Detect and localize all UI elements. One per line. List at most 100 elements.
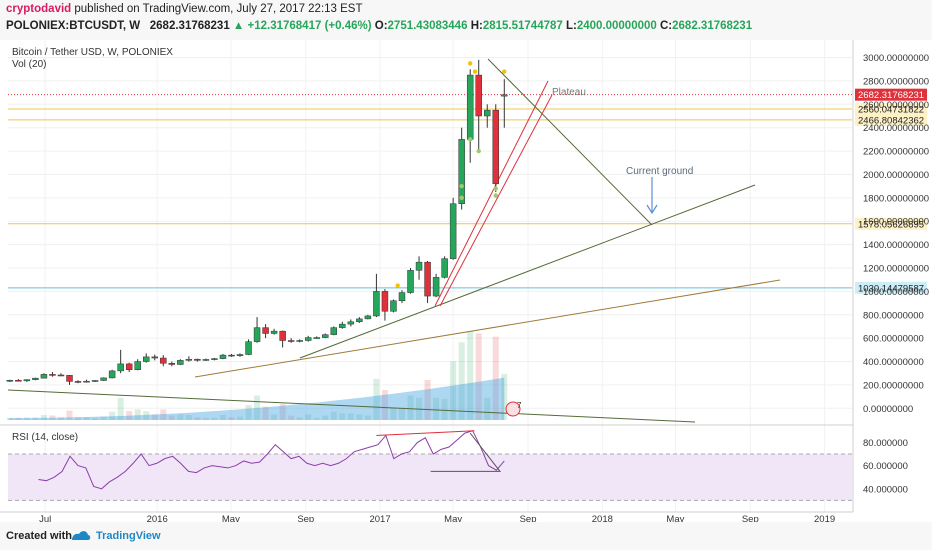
volume-histogram: [6, 331, 508, 420]
volume-bar: [160, 409, 167, 420]
rsi-divergence-line: [376, 430, 475, 436]
volume-bar: [143, 411, 150, 420]
candle-body: [211, 358, 218, 360]
x-tick-label: May: [666, 514, 684, 522]
author-name[interactable]: cryptodavid: [6, 3, 72, 15]
volume-area: [8, 377, 505, 420]
rsi-tick-label: 40.000000: [863, 484, 908, 495]
volume-bar: [322, 415, 329, 420]
x-tick-label: 2019: [814, 514, 835, 522]
price-level-tag: [855, 88, 927, 101]
signal-dot: [493, 193, 498, 198]
signal-dot: [472, 69, 478, 74]
chart-area[interactable]: 2682.31768231 2560.04731822 2466.80842362 1…: [0, 40, 932, 525]
candle-body: [236, 354, 244, 356]
candle-body: [228, 354, 235, 357]
volume-bar: [279, 403, 286, 420]
y-tick-label: 1200.00000000: [863, 264, 929, 275]
candle-body: [432, 277, 440, 297]
volume-bar: [57, 417, 64, 420]
x-tick-label: Sep: [520, 514, 537, 522]
ohlc-low-label: L:: [565, 20, 577, 32]
event-badge-count: 7: [517, 401, 522, 410]
volume-bar: [296, 417, 303, 420]
candle-series: [6, 59, 508, 385]
signal-dot: [459, 195, 464, 201]
volume-bar: [237, 416, 244, 420]
candle-body: [339, 323, 346, 328]
volume-bar: [6, 417, 13, 420]
candle-body: [296, 340, 303, 342]
price-axis: 3000.000000002800.000000002600.000000002…: [852, 40, 929, 512]
candle-body: [40, 374, 48, 379]
volume-label: Vol (20): [12, 59, 46, 70]
volume-bar: [75, 417, 82, 420]
volume-bar: [262, 406, 269, 420]
x-tick-label: May: [444, 514, 462, 522]
candle-body: [424, 261, 431, 297]
volume-bar: [398, 407, 405, 420]
published-text: published on TradingView.com, July 27, 2…: [74, 3, 363, 15]
ohlc-low: 2400.00000000: [576, 20, 657, 32]
price-level-tag: [855, 113, 927, 126]
ohlc-open: 2751.43083446: [387, 20, 468, 32]
candle-body: [373, 291, 380, 317]
candle-body: [390, 300, 397, 312]
time-axis: Jul 2016 May Sep 2017 May Sep 2018 May Sep 2019: [0, 511, 853, 525]
volume-bar: [356, 414, 363, 420]
symbol-line: POLONIEX:BTCUSDT, W 2682.31768231 ▲ +12.…: [6, 20, 752, 32]
volume-bar: [219, 415, 226, 420]
x-tick-label: 2018: [592, 514, 613, 522]
volume-bar: [211, 417, 218, 420]
y-tick-label: 2600.00000000: [863, 100, 929, 111]
volume-bar: [424, 380, 431, 420]
volume-bar: [450, 361, 457, 420]
price-level-label: 2682.31768231: [858, 90, 924, 101]
y-tick-label: 1600.00000000: [863, 217, 929, 228]
y-tick-label: 2800.00000000: [863, 76, 929, 87]
trend-drawings: Plateau Current ground 7: [7, 58, 781, 423]
volume-bar: [373, 378, 380, 420]
tan-support-line: [194, 279, 781, 378]
ohlc-open-label: O:: [374, 20, 388, 32]
event-badge[interactable]: [505, 401, 521, 417]
volume-bar: [305, 414, 312, 420]
signal-dots: [395, 61, 507, 288]
chart-header: cryptodavid published on TradingView.com…: [0, 0, 932, 40]
candle-body: [168, 363, 176, 365]
candle-body: [74, 381, 82, 383]
tradingview-brand[interactable]: TradingView: [96, 530, 161, 542]
volume-bar: [109, 411, 116, 420]
footer: Created with TradingView: [0, 522, 932, 550]
candle-body: [398, 292, 406, 301]
candle-body: [15, 379, 22, 382]
volume-bar: [347, 413, 354, 420]
current-ground-label: Current ground: [626, 166, 693, 177]
volume-bar: [467, 331, 474, 420]
price-change: ▲ +12.31768417 (+0.46%): [232, 20, 372, 32]
candle-body: [151, 356, 158, 359]
signal-dot: [502, 69, 507, 74]
rsi-tick-label: 60.000000: [863, 461, 908, 472]
candle-body: [253, 327, 261, 342]
price-level-label: 2560.04731822: [858, 104, 924, 115]
candle-body: [492, 109, 500, 185]
candle-body: [66, 375, 73, 382]
ohlc-high: 2815.51744787: [482, 20, 563, 32]
volume-bar: [330, 411, 337, 420]
candle-body: [484, 109, 491, 117]
projection-line: [487, 58, 653, 226]
candle-body: [185, 358, 193, 361]
volume-bar: [407, 395, 414, 420]
y-tick-label: 600.00000000: [863, 334, 924, 345]
volume-bar: [288, 415, 295, 420]
volume-bar: [49, 415, 56, 420]
price-level-tag: [855, 281, 927, 294]
volume-bar: [381, 390, 388, 420]
signal-dot: [493, 186, 498, 191]
volume-bar: [100, 416, 107, 420]
candle-body: [270, 330, 278, 334]
candle-body: [441, 258, 448, 278]
